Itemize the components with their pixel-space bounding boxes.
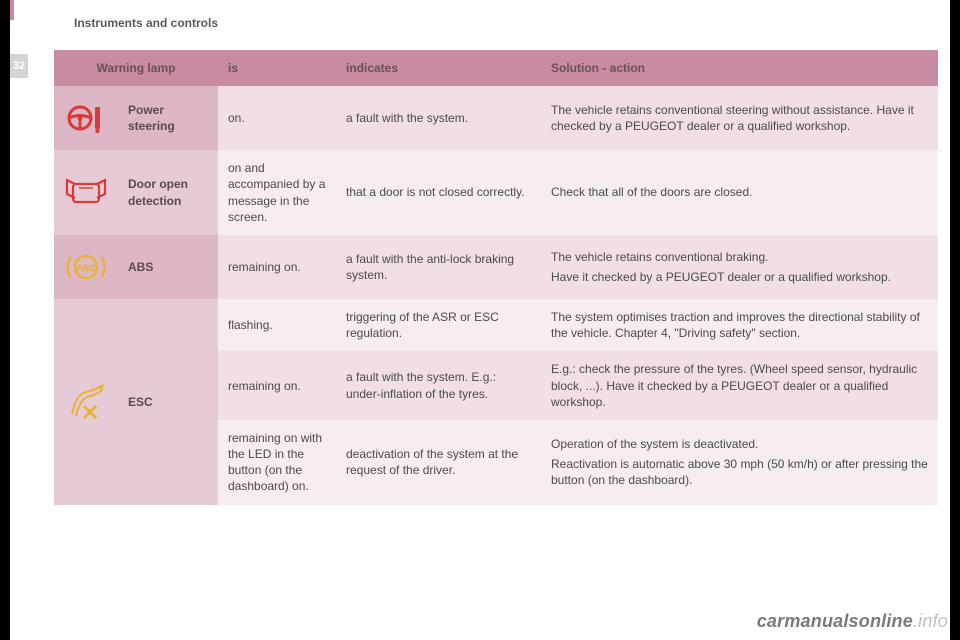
- table-row: ABS ABS remaining on. a fault with the a…: [54, 235, 938, 299]
- row-name: ABS: [118, 235, 218, 299]
- row-is: on and accompanied by a message in the s…: [218, 150, 336, 235]
- header-is: is: [218, 50, 336, 86]
- row-solution: The vehicle retains conventional steerin…: [541, 86, 938, 150]
- watermark: carmanualsonline.info: [757, 611, 948, 632]
- row-solution: E.g.: check the pressure of the tyres. (…: [541, 351, 938, 420]
- watermark-tld: .info: [913, 611, 948, 631]
- section-title: Instruments and controls: [74, 16, 218, 30]
- svg-text:ABS: ABS: [76, 263, 95, 273]
- table-row: ESC flashing. triggering of the ASR or E…: [54, 299, 938, 351]
- row-solution: The vehicle retains conventional braking…: [541, 235, 938, 299]
- steering-icon: [64, 96, 108, 140]
- row-is: flashing.: [218, 299, 336, 351]
- watermark-main: carmanualsonline: [757, 611, 913, 631]
- door-open-icon: [64, 171, 108, 215]
- abs-icon: ABS: [64, 245, 108, 289]
- row-name: Power steering: [118, 86, 218, 150]
- row-solution-line: Have it checked by a PEUGEOT dealer or a…: [551, 269, 928, 285]
- row-indicates: triggering of the ASR or ESC regulation.: [336, 299, 541, 351]
- esc-icon: [64, 380, 108, 424]
- row-is: remaining on.: [218, 351, 336, 420]
- row-indicates: a fault with the anti-lock braking syste…: [336, 235, 541, 299]
- row-solution: Check that all of the doors are closed.: [541, 150, 938, 235]
- row-solution-line: Operation of the system is deactivated.: [551, 436, 928, 452]
- table-header-row: Warning lamp is indicates Solution - act…: [54, 50, 938, 86]
- row-indicates: deactivation of the system at the reques…: [336, 420, 541, 505]
- row-name: Door open detection: [118, 150, 218, 235]
- row-solution-line: Reactivation is automatic above 30 mph (…: [551, 456, 928, 488]
- header-solution: Solution - action: [541, 50, 938, 86]
- row-is: on.: [218, 86, 336, 150]
- row-is: remaining on.: [218, 235, 336, 299]
- row-solution-line: The vehicle retains conventional braking…: [551, 249, 928, 265]
- table-row: Power steering on. a fault with the syst…: [54, 86, 938, 150]
- row-name: ESC: [118, 299, 218, 505]
- row-indicates: that a door is not closed correctly.: [336, 150, 541, 235]
- header-indicates: indicates: [336, 50, 541, 86]
- manual-page: Instruments and controls 32 Warning lamp…: [10, 0, 950, 640]
- header-warning-lamp: Warning lamp: [54, 50, 218, 86]
- warning-lamp-table: Warning lamp is indicates Solution - act…: [54, 50, 938, 505]
- row-indicates: a fault with the system. E.g.: under-inf…: [336, 351, 541, 420]
- page-number: 32: [10, 54, 28, 78]
- row-indicates: a fault with the system.: [336, 86, 541, 150]
- row-is: remaining on with the LED in the button …: [218, 420, 336, 505]
- accent-bar: [10, 0, 14, 20]
- row-solution: The system optimises traction and improv…: [541, 299, 938, 351]
- table-row: Door open detection on and accompanied b…: [54, 150, 938, 235]
- row-solution: Operation of the system is deactivated. …: [541, 420, 938, 505]
